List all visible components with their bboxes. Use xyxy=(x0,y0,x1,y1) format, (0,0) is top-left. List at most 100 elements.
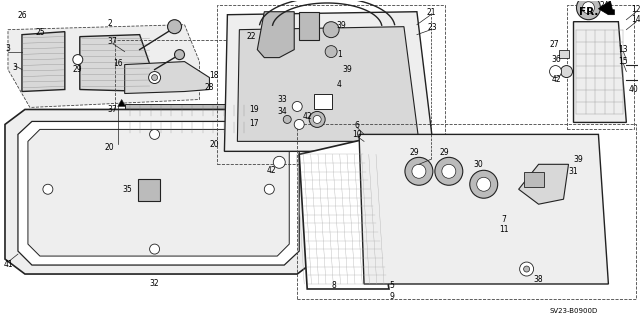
Text: 37: 37 xyxy=(108,105,118,114)
Text: 42: 42 xyxy=(266,166,276,175)
Text: 6: 6 xyxy=(355,121,360,130)
Circle shape xyxy=(148,71,161,84)
Circle shape xyxy=(477,177,491,191)
Text: 39: 39 xyxy=(573,155,583,164)
Circle shape xyxy=(284,115,291,123)
Polygon shape xyxy=(8,25,200,108)
Circle shape xyxy=(273,156,285,168)
Text: 11: 11 xyxy=(499,225,508,234)
Circle shape xyxy=(294,119,304,130)
Circle shape xyxy=(309,111,325,127)
Text: SV23-B0900D: SV23-B0900D xyxy=(549,308,598,314)
Circle shape xyxy=(561,66,573,78)
Text: 4: 4 xyxy=(337,80,342,89)
Bar xyxy=(115,40,264,149)
Polygon shape xyxy=(22,32,65,92)
Text: 15: 15 xyxy=(618,57,628,66)
Text: 3: 3 xyxy=(6,44,10,53)
Circle shape xyxy=(442,164,456,178)
Polygon shape xyxy=(28,130,289,256)
Text: 39: 39 xyxy=(336,21,346,30)
Bar xyxy=(218,5,445,164)
Text: 41: 41 xyxy=(3,260,13,269)
Bar xyxy=(524,172,543,187)
Text: 9: 9 xyxy=(390,293,394,301)
Polygon shape xyxy=(125,122,250,134)
Text: 12: 12 xyxy=(632,5,640,14)
Text: 34: 34 xyxy=(277,107,287,116)
Text: 20: 20 xyxy=(210,140,220,149)
Polygon shape xyxy=(125,104,250,117)
Circle shape xyxy=(264,184,275,194)
Circle shape xyxy=(577,0,600,20)
Circle shape xyxy=(435,157,463,185)
Polygon shape xyxy=(257,12,294,58)
Text: 33: 33 xyxy=(277,95,287,104)
Circle shape xyxy=(150,130,159,139)
Circle shape xyxy=(520,262,534,276)
Text: 39: 39 xyxy=(342,65,352,74)
Polygon shape xyxy=(5,109,317,274)
Text: 22: 22 xyxy=(246,32,256,41)
Bar xyxy=(138,179,159,201)
Text: 2: 2 xyxy=(108,19,112,28)
Text: 25: 25 xyxy=(35,28,45,37)
Text: 18: 18 xyxy=(210,71,219,80)
Polygon shape xyxy=(300,139,389,289)
Circle shape xyxy=(470,170,498,198)
Text: 8: 8 xyxy=(332,281,337,291)
Polygon shape xyxy=(80,35,152,92)
Text: 40: 40 xyxy=(628,85,638,94)
Text: 32: 32 xyxy=(150,279,159,288)
Circle shape xyxy=(73,55,83,64)
Circle shape xyxy=(313,115,321,123)
Text: 1: 1 xyxy=(337,50,342,59)
Text: 19: 19 xyxy=(250,105,259,114)
Text: 24: 24 xyxy=(600,1,609,10)
Polygon shape xyxy=(225,12,434,151)
Text: 23: 23 xyxy=(427,23,436,32)
Text: 14: 14 xyxy=(632,15,640,24)
Bar xyxy=(566,5,634,130)
Circle shape xyxy=(175,50,184,60)
Polygon shape xyxy=(18,122,300,265)
Circle shape xyxy=(405,157,433,185)
Text: 10: 10 xyxy=(352,130,362,139)
Text: 13: 13 xyxy=(618,45,628,54)
Text: 3: 3 xyxy=(13,63,17,72)
Text: 16: 16 xyxy=(113,59,122,68)
Text: 28: 28 xyxy=(205,83,214,92)
Text: 37: 37 xyxy=(108,37,118,46)
Text: 42: 42 xyxy=(552,75,561,84)
Text: 17: 17 xyxy=(250,119,259,128)
Circle shape xyxy=(412,164,426,178)
Polygon shape xyxy=(300,12,319,40)
Text: 27: 27 xyxy=(550,40,559,49)
Text: 31: 31 xyxy=(569,167,579,176)
Text: 36: 36 xyxy=(552,55,561,64)
Polygon shape xyxy=(359,134,609,284)
Text: FR.: FR. xyxy=(579,7,598,17)
Polygon shape xyxy=(598,1,614,15)
Polygon shape xyxy=(118,100,125,107)
Bar xyxy=(559,50,568,58)
Text: 26: 26 xyxy=(17,11,27,20)
Polygon shape xyxy=(125,62,209,93)
Circle shape xyxy=(524,266,530,272)
Bar xyxy=(314,94,332,109)
Text: 38: 38 xyxy=(534,275,543,284)
Circle shape xyxy=(325,46,337,58)
Polygon shape xyxy=(518,164,568,204)
Bar xyxy=(297,124,636,299)
Circle shape xyxy=(323,22,339,38)
Circle shape xyxy=(150,244,159,254)
Text: 42: 42 xyxy=(302,112,312,121)
Text: 29: 29 xyxy=(73,65,83,74)
Polygon shape xyxy=(573,22,627,122)
Text: 21: 21 xyxy=(426,8,436,17)
Circle shape xyxy=(152,75,157,80)
Text: 29: 29 xyxy=(409,148,419,157)
Circle shape xyxy=(582,2,595,14)
Text: 5: 5 xyxy=(390,281,394,291)
Text: 7: 7 xyxy=(501,215,506,224)
